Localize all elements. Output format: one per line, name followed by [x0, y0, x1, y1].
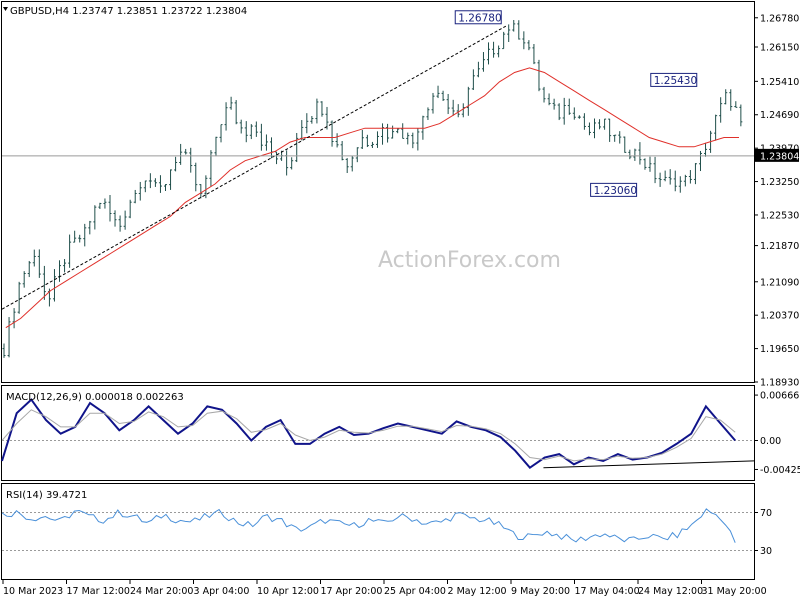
- watermark: ActionForex.com: [378, 248, 561, 273]
- moving-average-line: [5, 67, 739, 329]
- rsi-line: [1, 508, 736, 543]
- dropdown-triangle-icon[interactable]: [3, 7, 8, 11]
- price-tick-label: 1.20370: [760, 311, 799, 322]
- time-tick-label: 17 May 04:00: [575, 586, 640, 597]
- current-price-box: [755, 148, 799, 162]
- macd-tick-label: 0.006667: [760, 391, 800, 402]
- price-annotation-box: [650, 72, 698, 87]
- macd-trendline: [543, 460, 755, 469]
- rsi-tick-label: 70: [760, 508, 772, 519]
- price-tick-label: 1.23250: [760, 177, 799, 188]
- price-tick-label: 1.21090: [760, 277, 799, 288]
- price-annotation-box: [454, 10, 502, 25]
- macd-tick-label: 0.00: [760, 436, 781, 447]
- rsi-header: RSI(14) 39.4721: [6, 490, 87, 501]
- time-tick-label: 24 May 12:00: [638, 586, 703, 597]
- price-tick-label: 1.21870: [760, 241, 799, 252]
- rsi-tick-label: 30: [760, 546, 772, 557]
- time-tick-label: 2 May 12:00: [448, 586, 507, 597]
- time-tick-label: 17 Apr 20:00: [321, 586, 383, 597]
- time-tick-label: 24 Mar 20:00: [130, 586, 193, 597]
- macd-tick-label: -0.004253: [760, 465, 800, 476]
- time-tick-label: 10 Mar 2023: [3, 586, 63, 597]
- price-annotation-label: 1.23060: [594, 185, 637, 197]
- rsi-panel-frame: [1, 483, 755, 580]
- price-tick-label: 1.22530: [760, 210, 799, 221]
- time-tick-label: 25 Apr 04:00: [384, 586, 446, 597]
- macd-line: [1, 398, 736, 470]
- price-annotation-box: [590, 182, 638, 197]
- time-tick-label: 17 Mar 12:00: [67, 586, 130, 597]
- current-price-label: 1.23804: [760, 151, 799, 162]
- price-annotation-label: 1.26780: [458, 12, 501, 24]
- price-tick-label: 1.24690: [760, 110, 799, 121]
- price-tick-label: 1.18930: [760, 378, 799, 389]
- price-tick-label: 1.25410: [760, 77, 799, 88]
- price-panel-frame: [1, 1, 755, 383]
- time-tick-label: 3 Apr 04:00: [194, 586, 250, 597]
- price-annotation-label: 1.25430: [654, 75, 697, 87]
- macd-header: MACD(12,26,9) 0.000018 0.002263: [6, 392, 184, 403]
- time-tick-label: 31 May 20:00: [702, 586, 767, 597]
- price-tick-label: 1.26150: [760, 43, 799, 54]
- price-tick-label: 1.26780: [760, 13, 799, 24]
- macd-signal-line: [1, 409, 736, 462]
- price-header-symbol: GBPUSD,H4 1.23747 1.23851 1.23722 1.2380…: [10, 6, 247, 17]
- time-tick-label: 10 Apr 12:00: [257, 586, 319, 597]
- price-tick-label: 1.19650: [760, 344, 799, 355]
- price-trendline: [1, 25, 507, 310]
- time-tick-label: 9 May 20:00: [511, 586, 570, 597]
